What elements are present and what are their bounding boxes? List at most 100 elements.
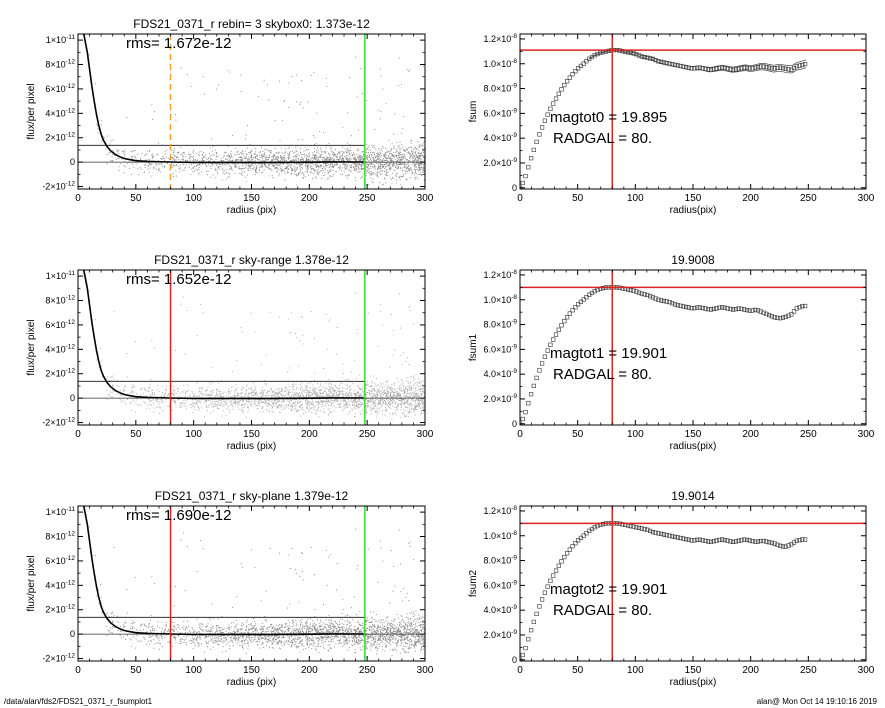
scatter-point <box>296 395 298 397</box>
scatter-point <box>310 169 312 171</box>
scatter-point <box>158 167 160 169</box>
scatter-point <box>385 151 387 154</box>
scatter-point <box>234 166 236 168</box>
scatter-point <box>315 413 317 415</box>
scatter-point <box>287 168 289 170</box>
scatter-point <box>287 158 289 161</box>
scatter-point <box>276 170 279 172</box>
scatter-point <box>345 407 347 409</box>
scatter-point <box>256 154 258 156</box>
scatter-point <box>358 396 360 398</box>
scatter-point <box>391 155 393 157</box>
scatter-point <box>299 159 301 161</box>
scatter-point <box>407 415 409 418</box>
scatter-point <box>399 167 401 169</box>
scatter-point <box>346 147 348 149</box>
scatter-point <box>140 158 142 160</box>
scatter-point <box>341 151 343 153</box>
scatter-point <box>366 412 368 414</box>
scatter-point <box>337 158 339 160</box>
scatter-point <box>230 396 232 398</box>
scatter-point <box>263 168 265 171</box>
scatter-point <box>342 162 344 164</box>
scatter-point <box>414 405 416 407</box>
scatter-point <box>171 164 173 166</box>
scatter-point <box>143 400 145 402</box>
scatter-point <box>94 319 96 321</box>
scatter-point <box>126 376 128 378</box>
scatter-point <box>318 172 320 174</box>
scatter-point <box>279 139 281 142</box>
scatter-point <box>281 391 283 393</box>
scatter-point <box>419 158 421 160</box>
scatter-point <box>203 401 205 403</box>
scatter-point <box>319 170 321 173</box>
scatter-point <box>422 402 425 404</box>
scatter-point <box>283 171 285 173</box>
scatter-point <box>239 408 241 410</box>
scatter-point <box>328 142 330 145</box>
scatter-point <box>159 162 161 165</box>
scatter-point <box>294 168 296 170</box>
scatter-point <box>378 160 380 162</box>
scatter-point <box>389 158 391 160</box>
scatter-point <box>143 164 145 166</box>
scatter-point <box>281 119 283 121</box>
scatter-point <box>387 171 389 173</box>
scatter-point <box>370 177 372 179</box>
scatter-point <box>228 160 230 162</box>
scatter-point <box>265 164 267 166</box>
scatter-point <box>357 406 359 408</box>
scatter-point <box>333 173 335 175</box>
scatter-point <box>217 389 219 391</box>
scatter-point <box>355 180 357 182</box>
scatter-point <box>379 118 381 120</box>
scatter-point <box>373 406 375 408</box>
scatter-point <box>360 168 362 170</box>
scatter-point <box>214 154 216 157</box>
scatter-point <box>212 153 214 156</box>
scatter-point <box>323 174 325 176</box>
scatter-point <box>384 147 386 149</box>
scatter-point <box>401 176 403 178</box>
scatter-point <box>327 173 329 175</box>
scatter-point <box>235 154 237 156</box>
scatter-point <box>252 392 254 394</box>
scatter-point <box>280 167 282 169</box>
scatter-point <box>282 157 284 159</box>
scatter-point <box>319 155 321 157</box>
scatter-point <box>387 396 390 398</box>
curve-point <box>645 55 650 60</box>
scatter-point <box>336 164 338 166</box>
scatter-point <box>212 389 214 392</box>
scatter-point <box>422 152 424 154</box>
scatter-point <box>379 171 381 173</box>
scatter-point <box>406 159 408 161</box>
scatter-point <box>260 390 262 392</box>
scatter-point <box>188 164 190 166</box>
scatter-point <box>414 169 416 171</box>
scatter-point <box>244 158 247 160</box>
scatter-point <box>281 158 283 160</box>
scatter-point <box>325 163 327 165</box>
scatter-point <box>379 68 381 70</box>
scatter-point <box>109 391 111 393</box>
scatter-point <box>376 158 378 160</box>
scatter-point <box>368 145 370 147</box>
scatter-point <box>337 390 339 392</box>
scatter-point <box>295 167 297 169</box>
scatter-point <box>317 173 319 175</box>
scatter-point <box>329 383 331 385</box>
scatter-point <box>250 163 252 166</box>
scatter-point <box>162 398 164 400</box>
scatter-point <box>158 412 161 414</box>
scatter-point <box>236 159 239 161</box>
scatter-point <box>319 403 321 405</box>
scatter-point <box>147 165 149 167</box>
scatter-point <box>301 394 303 396</box>
scatter-point <box>348 152 350 154</box>
scatter-point <box>277 151 279 153</box>
scatter-point <box>392 405 394 407</box>
scatter-point <box>124 151 126 153</box>
scatter-point <box>407 69 409 71</box>
